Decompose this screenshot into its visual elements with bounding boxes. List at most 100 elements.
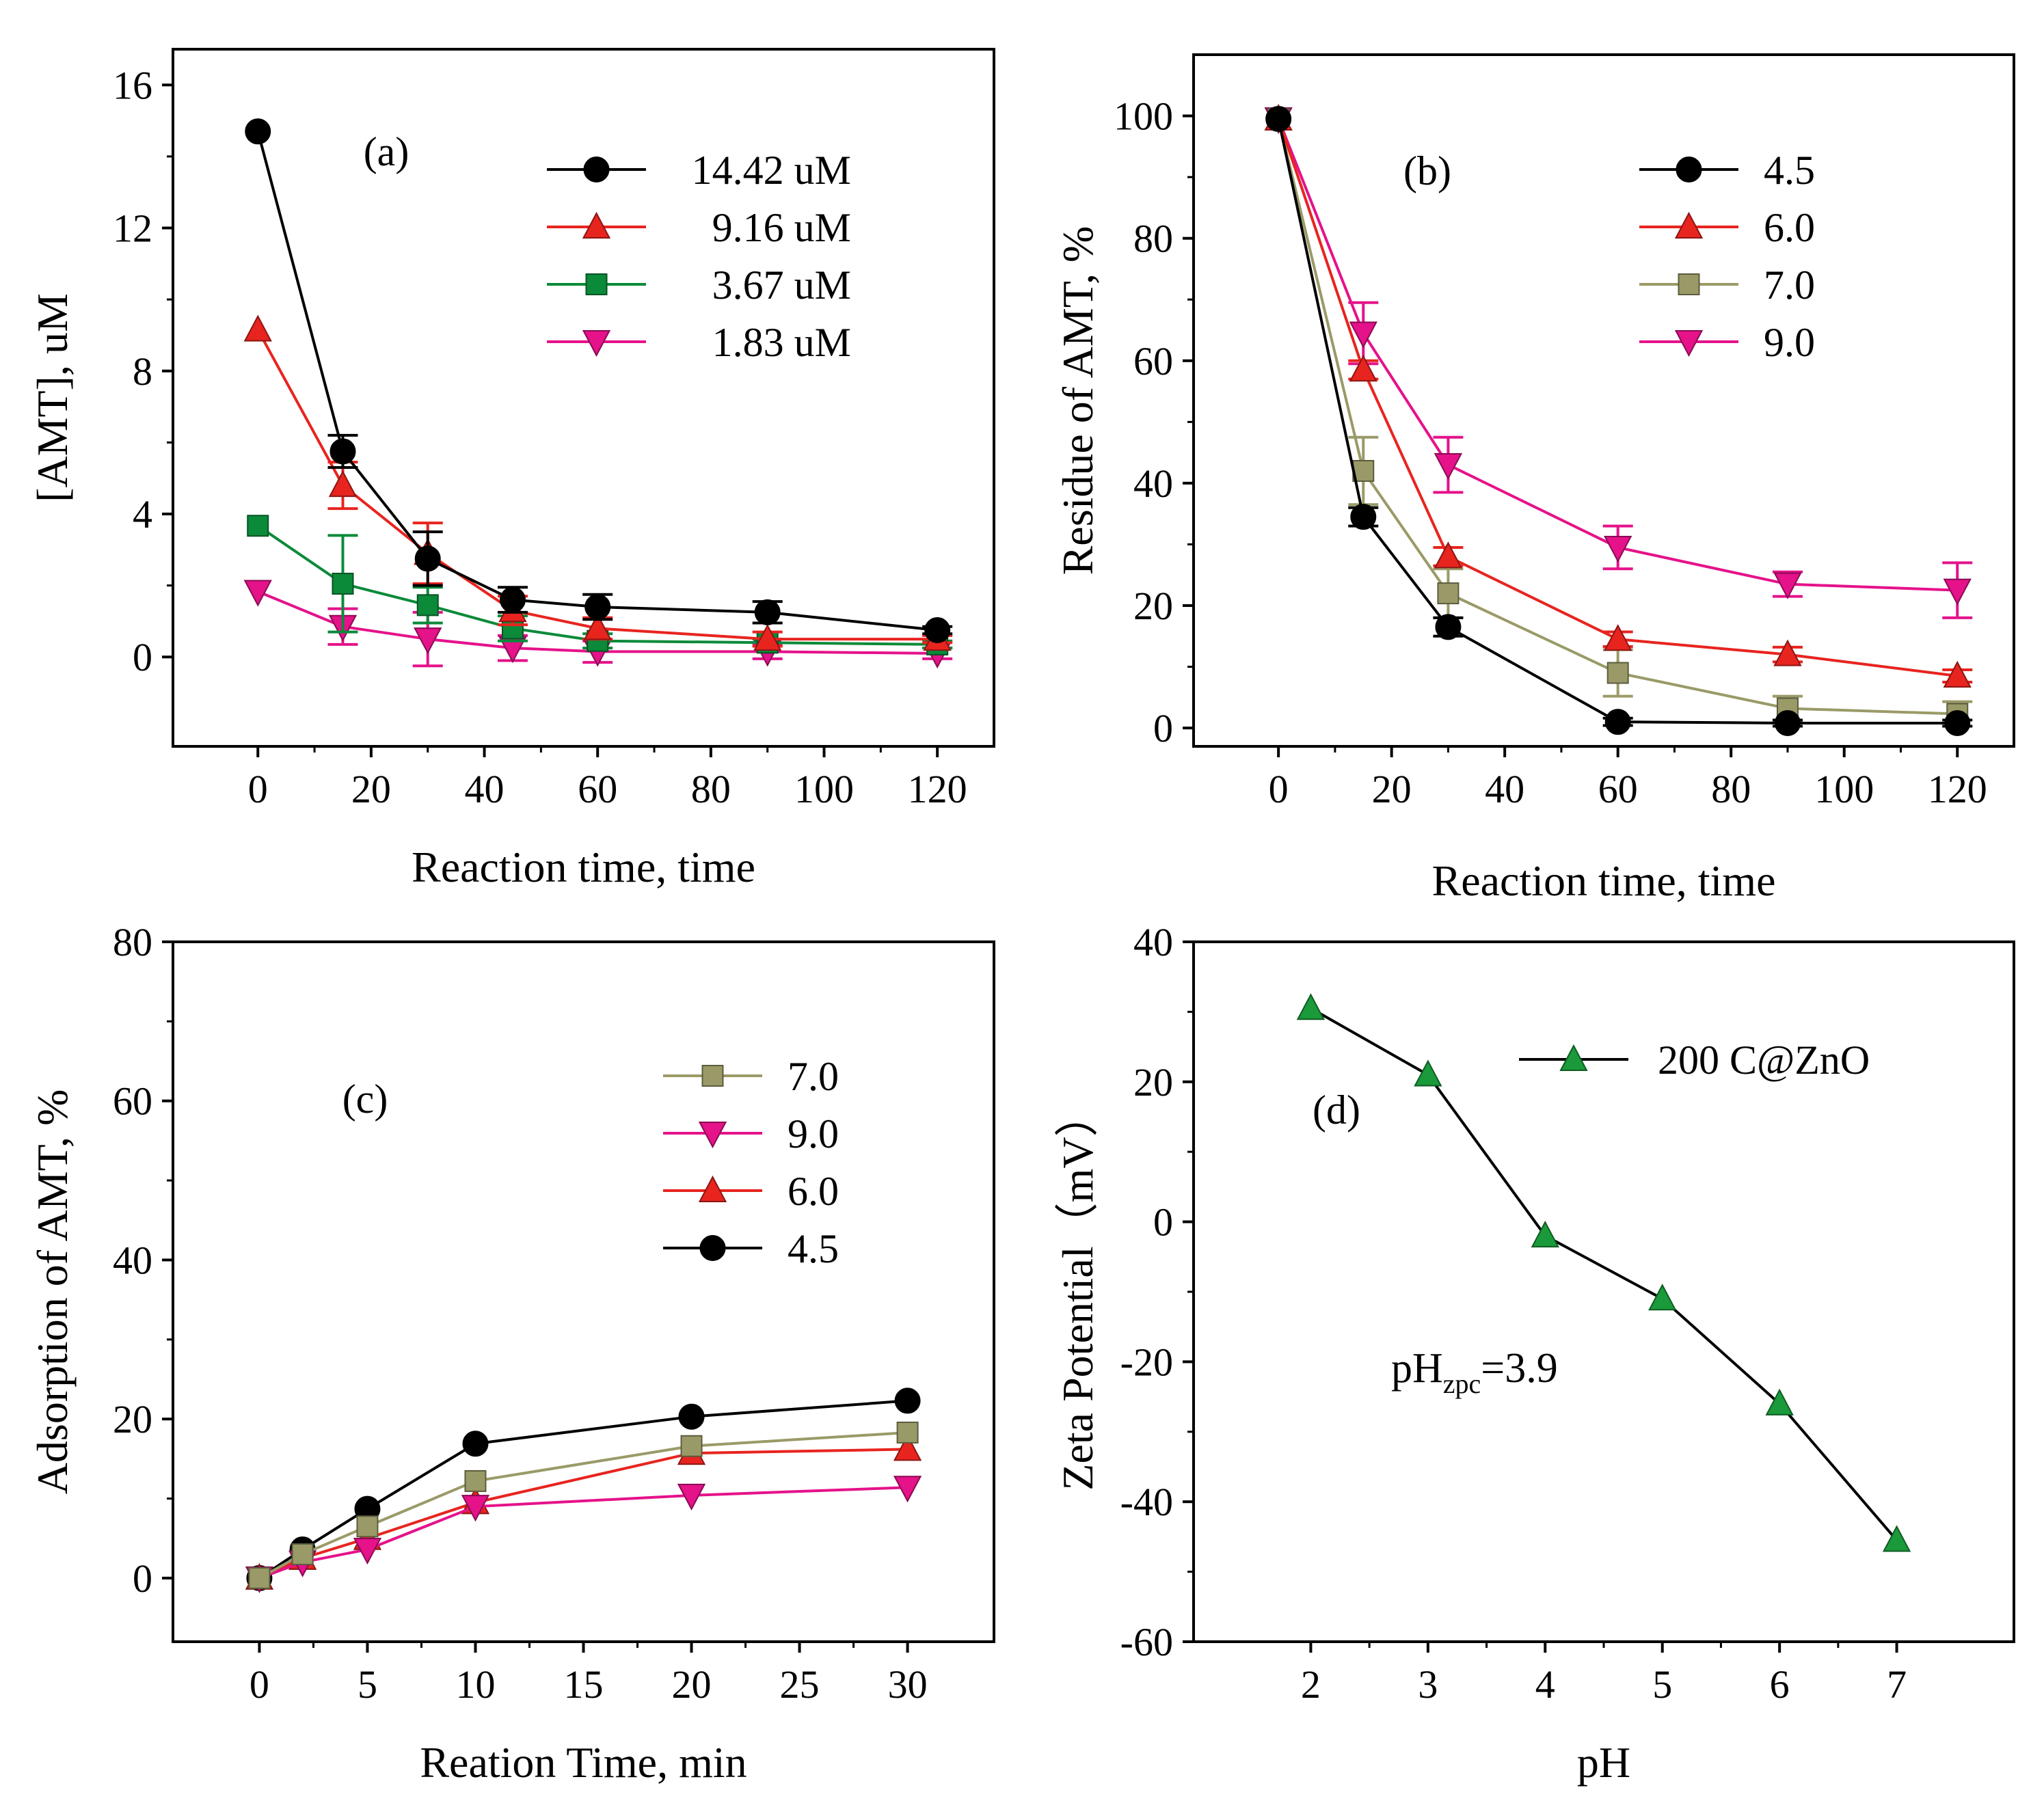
series-7-0 [248,1421,919,1589]
x-tick-label: 6 [1770,1662,1790,1707]
legend-marker [701,1065,724,1087]
y-axis-label: Zeta Potential（mV） [1053,1093,1102,1490]
data-point [1437,582,1460,605]
data-point [1265,106,1292,133]
data-point [332,573,354,595]
data-point [243,580,272,607]
annotation-subscript: zpc [1443,1368,1481,1399]
y-tick-label: 20 [1133,584,1173,628]
y-tick-label: -40 [1120,1480,1173,1524]
x-tick-label: 0 [250,1662,269,1707]
legend-item: 3.67 uM [547,262,851,308]
legend: 4.5 6.0 7.0 9.0 [1639,148,1815,365]
panel-label: (b) [1403,148,1451,193]
data-point [356,1515,379,1538]
x-tick-label: 2 [1301,1662,1321,1707]
y-tick-label: 20 [1133,1060,1173,1104]
data-point [893,1476,922,1503]
x-tick-label: 0 [1269,767,1289,811]
x-axis-label: Reaction time, time [412,843,755,891]
data-point [894,1387,921,1414]
data-point [1943,660,1972,688]
data-point [753,623,782,651]
legend-label: 9.0 [1764,320,1815,365]
series-line [1310,1007,1898,1541]
legend: 7.0 9.0 6.0 4.5 [663,1054,839,1271]
data-point [1648,1284,1677,1311]
data-point [1604,709,1631,735]
data-point [1604,535,1632,563]
y-axis-label: Adsorption of AMT, % [28,1089,77,1495]
y-tick-label: 16 [113,63,152,107]
data-point [1350,504,1377,530]
data-point [414,627,442,655]
panel-b-chart: 0 20 40 60 80 100 120 0 20 40 60 80 100 Reaction time… [1053,53,2015,905]
x-tick-label: 20 [1372,767,1412,811]
data-point [1531,1220,1559,1248]
data-point [291,1543,314,1565]
panel-label: (a) [364,129,409,174]
y-axis-label: [AMT], uM [28,293,77,502]
x-tick-label: 40 [465,767,505,811]
data-point [353,1538,382,1565]
series-4-5 [1265,106,1973,736]
plot-frame [172,48,995,748]
panel-a-chart: 0 20 40 60 80 100 120 0 4 8 12 16 Reaction time, tim… [28,48,995,891]
data-point [896,1421,919,1444]
y-tick-label: 40 [1133,920,1173,964]
legend-item: 4.5 [663,1226,839,1271]
panel-d-chart: 2 3 4 5 6 7 -60 -40 -20 0 20 40 pH Zeta Potential（mV）… [1053,920,2015,1787]
legend-marker [583,157,610,182]
data-point [1882,1525,1911,1552]
legend-label: 1.83 uM [712,320,851,365]
data-point [680,1435,703,1457]
data-point [414,545,441,572]
x-tick-label: 4 [1535,1662,1555,1707]
x-axis-label: Reation Time, min [420,1738,747,1787]
data-point [1944,709,1971,736]
legend-marker [1559,1044,1588,1071]
plot-frame [172,940,995,1643]
x-tick-label: 0 [248,767,268,811]
legend-item: 4.5 [1639,148,1815,193]
x-tick-label: 120 [1928,767,1987,811]
legend-marker [582,330,611,357]
y-tick-label: 20 [113,1397,152,1441]
y-axis-label: Residue of AMT, % [1053,226,1102,575]
annotation-suffix: =3.9 [1481,1345,1557,1392]
legend-label: 9.16 uM [712,205,851,250]
y-tick-label: 0 [133,635,152,679]
x-tick-label: 80 [691,767,731,811]
x-tick-label: 60 [1598,767,1638,811]
legend-marker [699,1235,726,1261]
legend-item: 1.83 uM [547,320,851,365]
data-point [1943,578,1972,606]
data-point [1434,541,1463,569]
y-tick-label: 0 [133,1556,152,1601]
legend-marker [1678,273,1700,295]
series-9-0 [1264,107,1973,619]
data-point [1435,614,1462,640]
data-point [1352,459,1375,482]
data-point [1774,709,1801,736]
legend-label: 7.0 [1764,262,1815,308]
legend-label: 200 C@ZnO [1658,1038,1870,1083]
x-tick-label: 15 [564,1662,604,1707]
y-tick-label: 8 [133,349,152,394]
x-tick-label: 20 [672,1662,712,1707]
data-point [464,1469,487,1492]
data-point [328,470,358,498]
data-point [1773,639,1802,666]
x-tick-label: 30 [888,1662,928,1707]
series-14-42-um [245,118,953,643]
y-tick-label: 4 [133,492,152,537]
plot-frame [1192,53,2015,748]
x-tick-label: 20 [351,767,391,811]
legend-item: 9.16 uM [547,205,851,250]
y-tick-label: 0 [1153,1200,1173,1245]
legend-item: 14.42 uM [547,148,851,193]
legend-marker [698,1122,727,1149]
legend-label: 6.0 [788,1169,839,1214]
data-point [1773,572,1802,599]
